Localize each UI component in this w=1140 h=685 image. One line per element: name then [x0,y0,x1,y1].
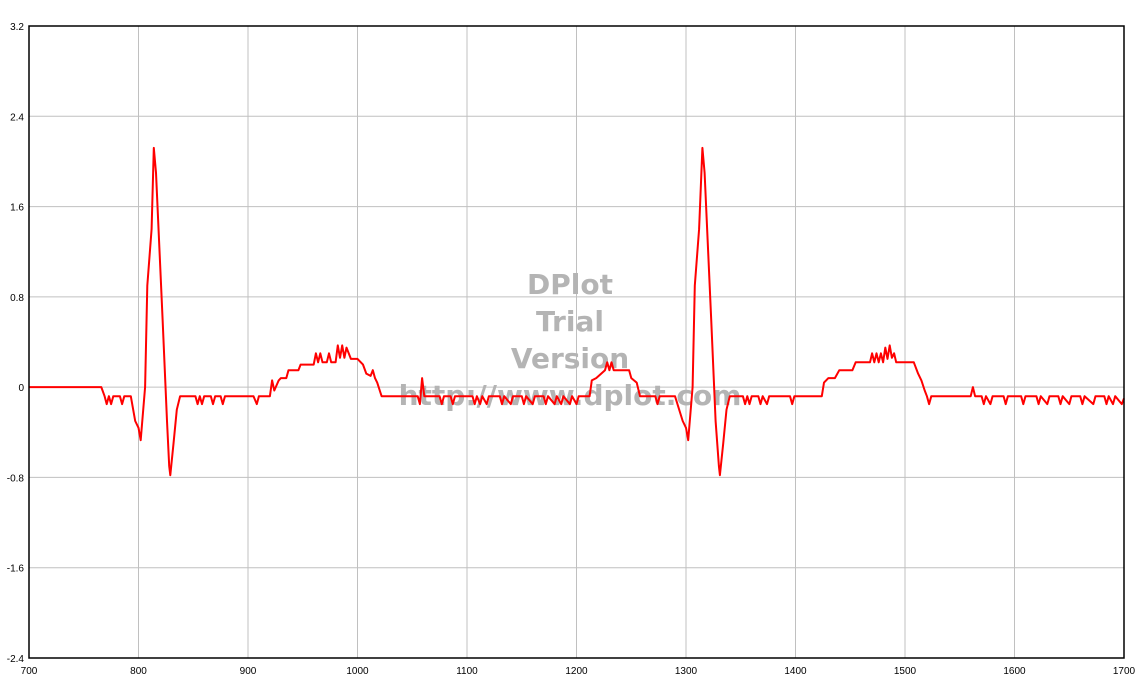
watermark-line: Version [511,342,629,375]
grid-lines [29,26,1124,658]
x-tick-label: 900 [240,666,257,677]
y-tick-label: 1.6 [10,203,24,214]
x-tick-label: 1300 [675,666,698,677]
plot-frame [28,25,1125,659]
x-tick-label: 1000 [346,666,369,677]
y-tick-label: -1.6 [7,564,25,575]
x-tick-label: 1200 [565,666,588,677]
y-tick-label: -0.8 [7,473,25,484]
x-tick-label: 1500 [894,666,917,677]
watermark-line: DPlot [527,268,613,301]
y-tick-label: -2.4 [7,654,25,665]
series-layer [29,146,1125,477]
x-tick-label: 1600 [1003,666,1026,677]
x-tick-label: 1100 [456,666,478,677]
x-tick-label: 700 [21,666,38,677]
y-tick-label: 2.4 [10,112,24,123]
tick-labels: 700 800 900 1000 1100 1200 1300 1400 1500 1600 170… [7,22,1136,677]
x-tick-label: 800 [130,666,147,677]
y-tick-label: 3.2 [10,22,24,33]
series-line [29,146,1125,477]
x-tick-label: 1700 [1113,666,1136,677]
x-tick-label: 1400 [784,666,807,677]
y-tick-label: 0 [18,383,24,394]
watermark-line: Trial [536,305,604,338]
y-tick-label: 0.8 [10,293,24,304]
